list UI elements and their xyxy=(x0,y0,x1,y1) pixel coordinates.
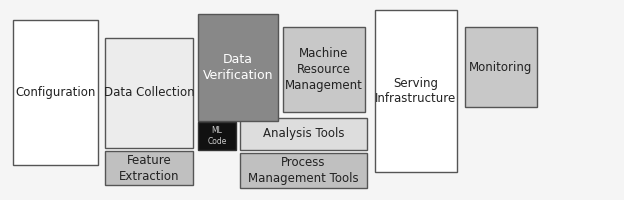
FancyBboxPatch shape xyxy=(13,20,98,165)
FancyBboxPatch shape xyxy=(283,27,365,112)
Text: Data
Verification: Data Verification xyxy=(203,53,273,82)
FancyBboxPatch shape xyxy=(198,14,278,121)
Text: Process
Management Tools: Process Management Tools xyxy=(248,156,359,185)
FancyBboxPatch shape xyxy=(105,151,193,185)
Text: Analysis Tools: Analysis Tools xyxy=(263,128,344,140)
Text: Machine
Resource
Management: Machine Resource Management xyxy=(285,47,363,92)
FancyBboxPatch shape xyxy=(375,10,457,172)
Text: Monitoring: Monitoring xyxy=(469,60,533,73)
FancyBboxPatch shape xyxy=(198,122,236,150)
Text: Data Collection: Data Collection xyxy=(104,86,194,99)
Text: ML
Code: ML Code xyxy=(207,126,227,146)
Text: Serving
Infrastructure: Serving Infrastructure xyxy=(376,76,457,106)
FancyBboxPatch shape xyxy=(240,153,367,188)
FancyBboxPatch shape xyxy=(105,38,193,148)
Text: Feature
Extraction: Feature Extraction xyxy=(119,154,179,182)
FancyBboxPatch shape xyxy=(465,27,537,107)
Text: Configuration: Configuration xyxy=(16,86,95,99)
FancyBboxPatch shape xyxy=(240,118,367,150)
